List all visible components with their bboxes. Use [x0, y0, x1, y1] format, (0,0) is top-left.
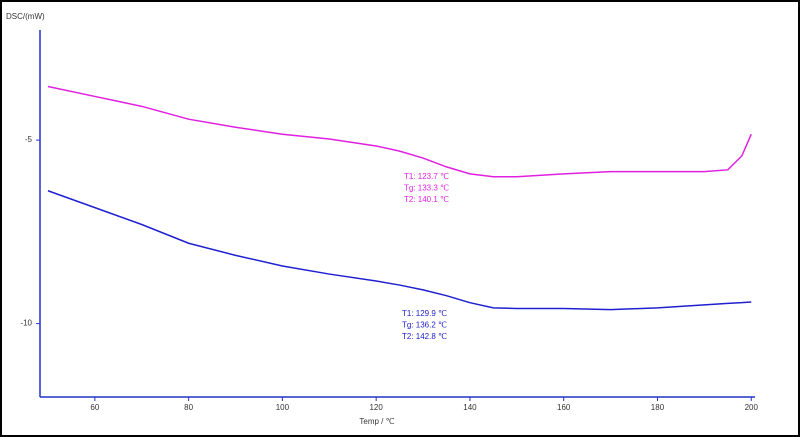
y-axis-label: DSC/(mW): [6, 12, 45, 21]
annotation: Tg: 136.2 ℃: [402, 321, 447, 330]
series-line: [47, 85, 752, 178]
y-tick-label: -10: [20, 319, 32, 328]
x-tick-label: 200: [745, 403, 759, 412]
x-tick-label: 140: [463, 403, 477, 412]
x-tick-label: 80: [184, 403, 193, 412]
x-tick-label: 160: [557, 403, 571, 412]
x-axis-label: Temp / ℃: [359, 417, 394, 426]
annotation: T2: 142.8 ℃: [402, 332, 447, 341]
x-tick-label: 180: [651, 403, 665, 412]
series-line: [47, 190, 752, 311]
annotation: T2: 140.1 ℃: [404, 195, 449, 204]
x-tick-label: 60: [90, 403, 99, 412]
x-tick-label: 100: [276, 403, 290, 412]
annotation: T1: 123.7 ℃: [404, 172, 449, 181]
x-tick-label: 120: [369, 403, 383, 412]
annotation: Tg: 133.3 ℃: [404, 184, 449, 193]
annotation: T1: 129.9 ℃: [402, 309, 447, 318]
y-tick-label: -5: [25, 135, 33, 144]
